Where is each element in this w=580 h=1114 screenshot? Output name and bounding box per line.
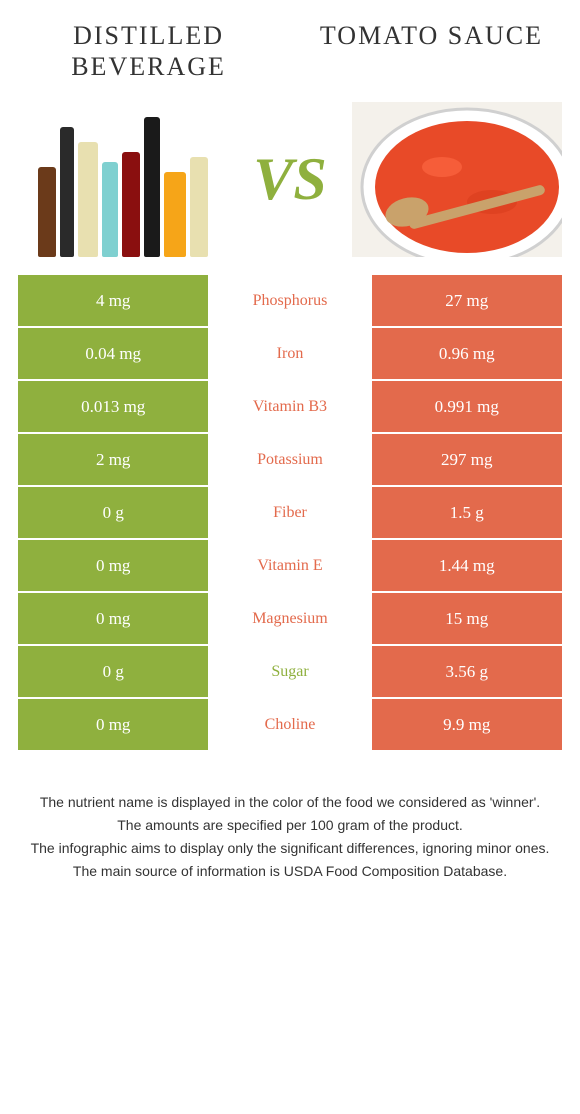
left-value: 0 g	[18, 646, 208, 699]
table-row: 0 mgMagnesium15 mg	[18, 593, 562, 646]
table-row: 2 mgPotassium297 mg	[18, 434, 562, 487]
left-value: 2 mg	[18, 434, 208, 487]
right-illustration	[352, 102, 562, 257]
left-value: 0 mg	[18, 540, 208, 593]
table-row: 0.013 mgVitamin B30.991 mg	[18, 381, 562, 434]
bottle-shape	[60, 127, 74, 257]
bottle-shape	[102, 162, 118, 257]
nutrient-label: Choline	[208, 699, 371, 752]
table-row: 0.04 mgIron0.96 mg	[18, 328, 562, 381]
left-value: 4 mg	[18, 275, 208, 328]
nutrient-label: Vitamin E	[208, 540, 371, 593]
nutrient-label: Iron	[208, 328, 371, 381]
left-value: 0 mg	[18, 593, 208, 646]
right-title: TOMATO SAUCE	[301, 20, 562, 82]
nutrient-label: Magnesium	[208, 593, 371, 646]
nutrient-label: Fiber	[208, 487, 371, 540]
right-value: 9.9 mg	[372, 699, 562, 752]
right-value: 3.56 g	[372, 646, 562, 699]
right-value: 0.96 mg	[372, 328, 562, 381]
footer-notes: The nutrient name is displayed in the co…	[18, 792, 562, 882]
right-value: 0.991 mg	[372, 381, 562, 434]
footer-line: The infographic aims to display only the…	[28, 838, 552, 859]
table-row: 0 gSugar3.56 g	[18, 646, 562, 699]
table-row: 4 mgPhosphorus27 mg	[18, 275, 562, 328]
comparison-table: 4 mgPhosphorus27 mg0.04 mgIron0.96 mg0.0…	[18, 275, 562, 752]
left-value: 0.04 mg	[18, 328, 208, 381]
bottle-shape	[122, 152, 140, 257]
footer-line: The nutrient name is displayed in the co…	[28, 792, 552, 813]
table-row: 0 mgVitamin E1.44 mg	[18, 540, 562, 593]
right-value: 27 mg	[372, 275, 562, 328]
nutrient-label: Phosphorus	[208, 275, 371, 328]
left-illustration	[18, 102, 228, 257]
left-value: 0.013 mg	[18, 381, 208, 434]
left-value: 0 mg	[18, 699, 208, 752]
nutrient-label: Sugar	[208, 646, 371, 699]
vs-label: VS	[253, 145, 326, 214]
footer-line: The amounts are specified per 100 gram o…	[28, 815, 552, 836]
bottle-shape	[38, 167, 56, 257]
bottle-shape	[78, 142, 98, 257]
footer-line: The main source of information is USDA F…	[28, 861, 552, 882]
bottle-shape	[144, 117, 160, 257]
right-value: 297 mg	[372, 434, 562, 487]
bottle-shape	[164, 172, 186, 257]
right-value: 1.5 g	[372, 487, 562, 540]
table-row: 0 gFiber1.5 g	[18, 487, 562, 540]
left-value: 0 g	[18, 487, 208, 540]
nutrient-label: Vitamin B3	[208, 381, 371, 434]
bottle-shape	[190, 157, 208, 257]
nutrient-label: Potassium	[208, 434, 371, 487]
right-value: 15 mg	[372, 593, 562, 646]
right-value: 1.44 mg	[372, 540, 562, 593]
table-row: 0 mgCholine9.9 mg	[18, 699, 562, 752]
left-title: DISTILLED BEVERAGE	[18, 20, 279, 82]
